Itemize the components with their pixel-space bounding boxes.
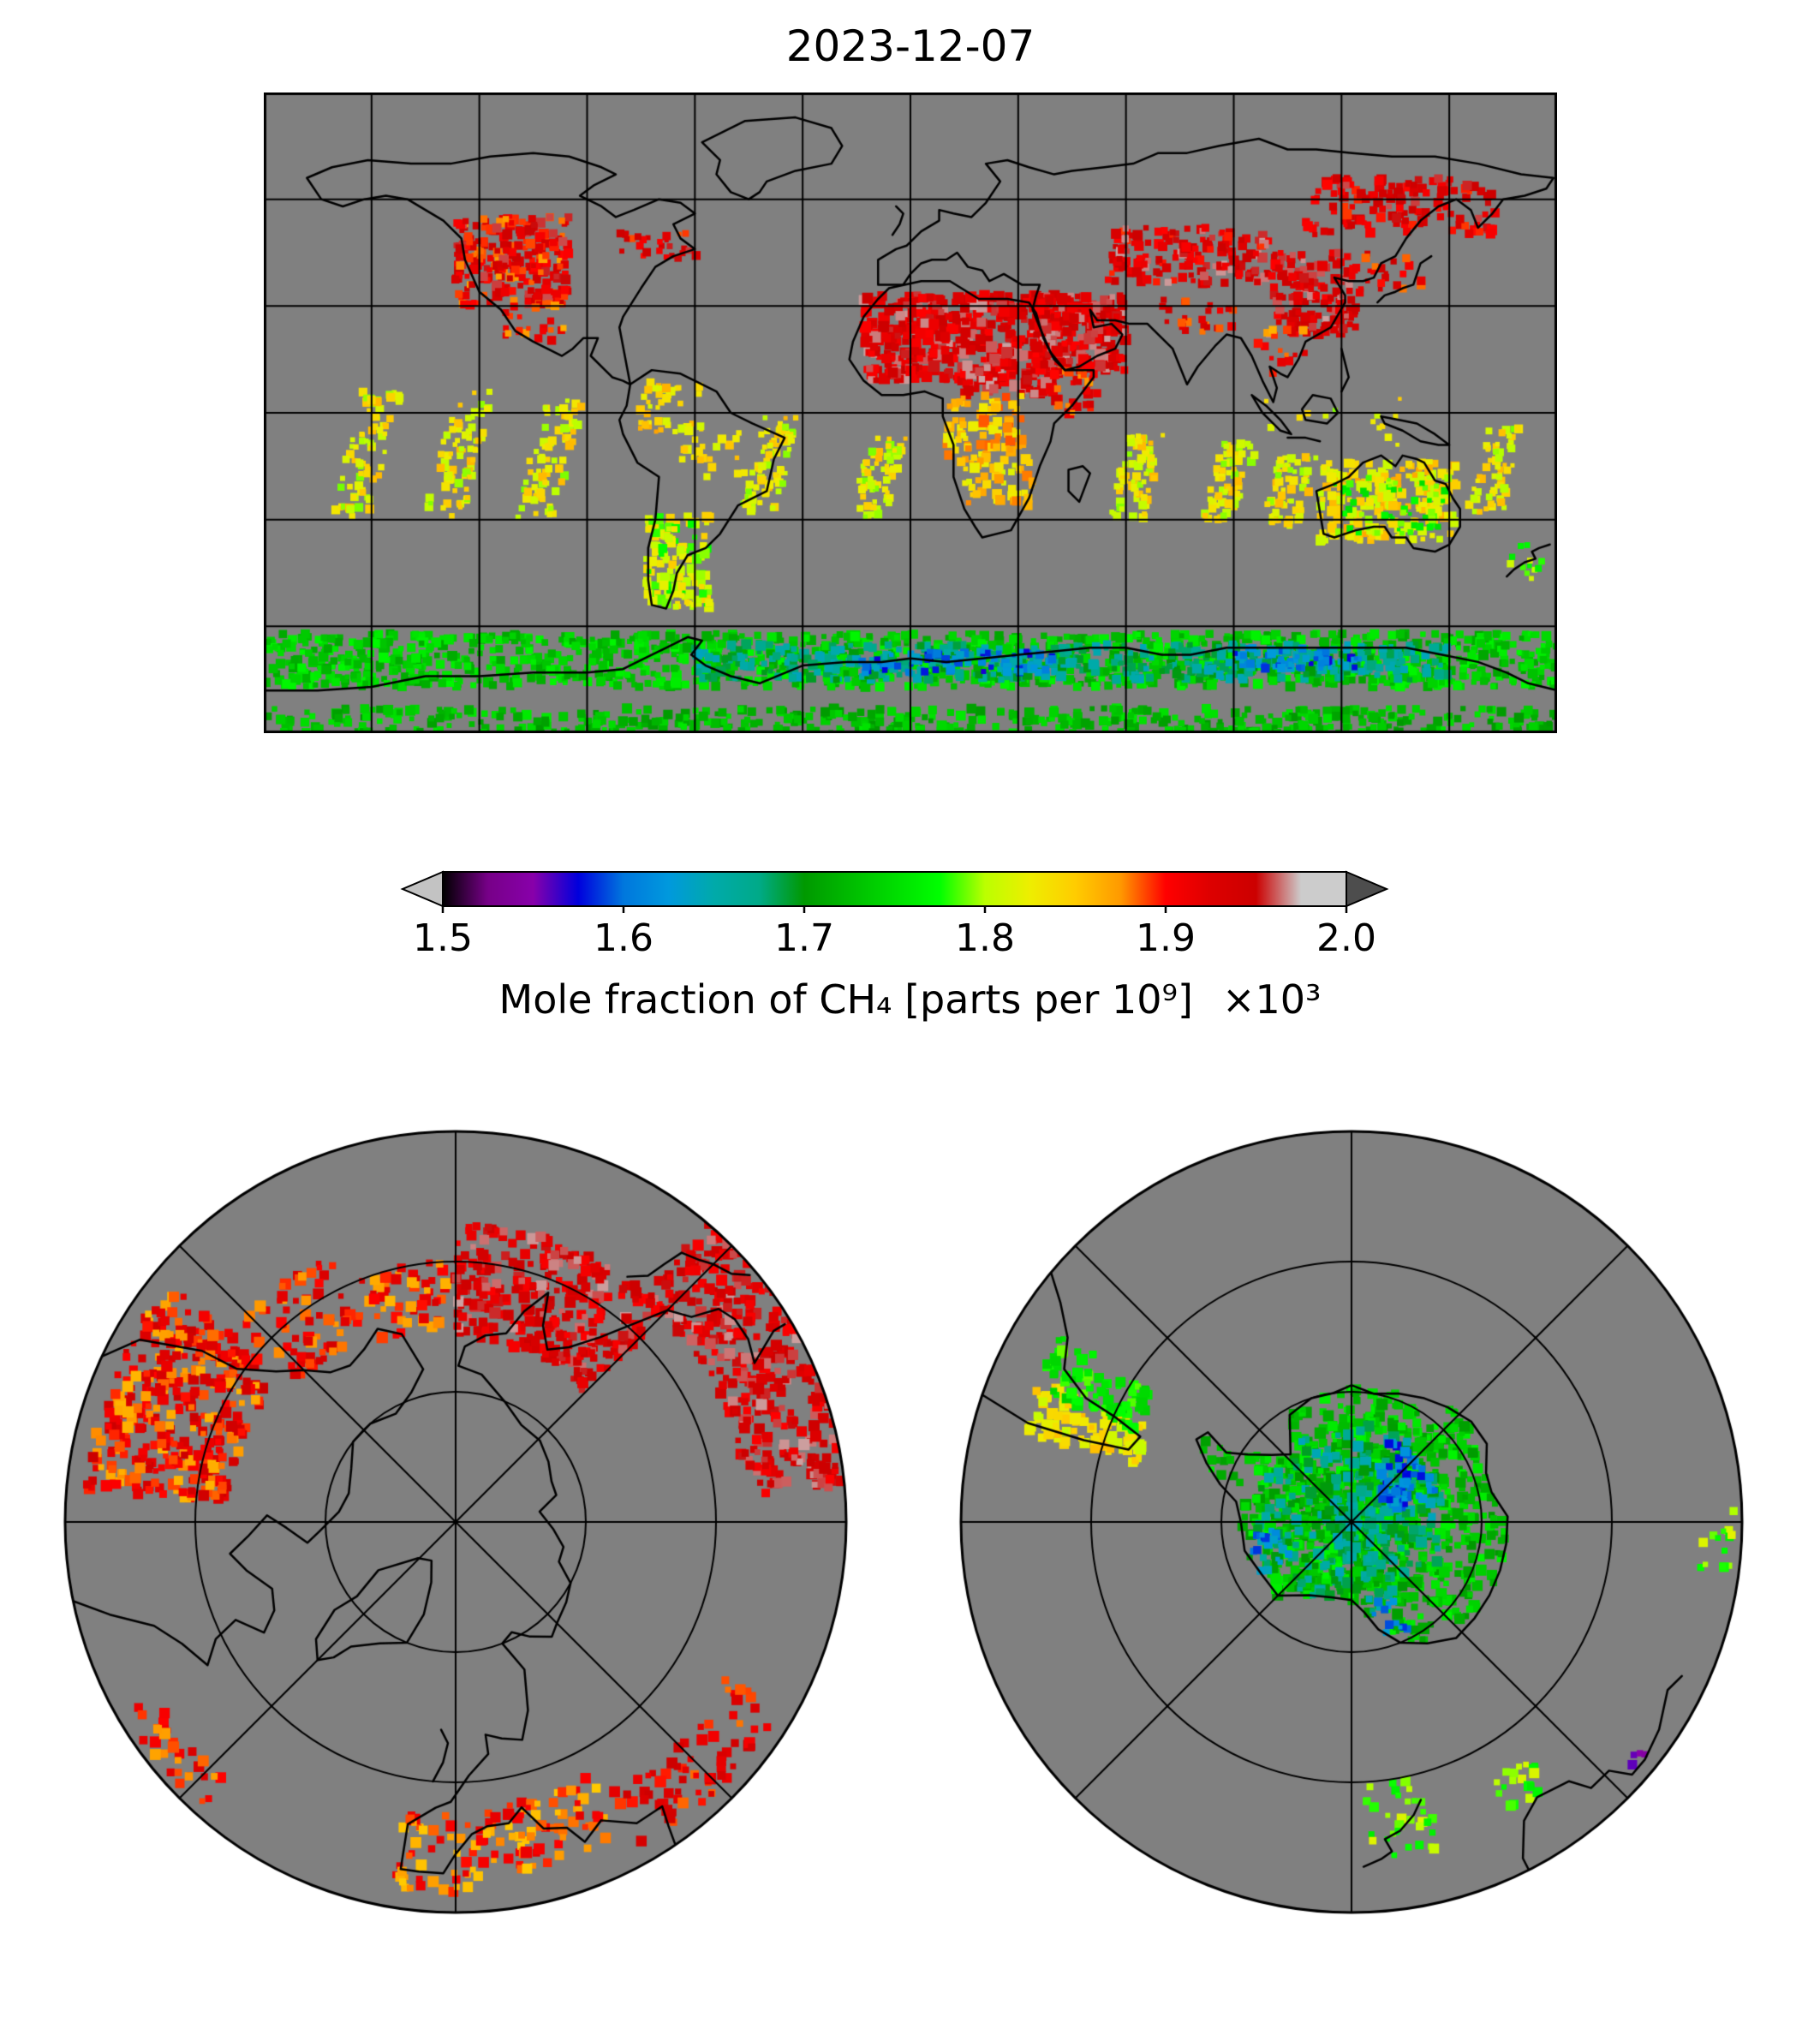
colorbar-tick: 1.8 — [955, 916, 1015, 960]
colorbar-tick: 1.9 — [1136, 916, 1196, 960]
colorbar-ticks: 1.5 1.6 1.7 1.8 1.9 2.0 — [413, 916, 1376, 964]
colorbar — [400, 870, 1389, 913]
figure-title: 2023-12-07 — [785, 21, 1035, 71]
colorbar-tick: 1.5 — [413, 916, 473, 960]
global-methane-map — [264, 92, 1557, 733]
colorbar-tick: 1.7 — [774, 916, 834, 960]
south-polar-map — [953, 1124, 1750, 1920]
colorbar-offset-text: ×10³ — [1221, 976, 1322, 1023]
colorbar-label-row: Mole fraction of CH₄ [parts per 10⁹] ×10… — [0, 976, 1820, 1023]
colorbar-tick: 2.0 — [1316, 916, 1376, 960]
north-polar-map — [57, 1124, 854, 1920]
colorbar-tick: 1.6 — [594, 916, 653, 960]
colorbar-label: Mole fraction of CH₄ [parts per 10⁹] — [498, 976, 1193, 1023]
